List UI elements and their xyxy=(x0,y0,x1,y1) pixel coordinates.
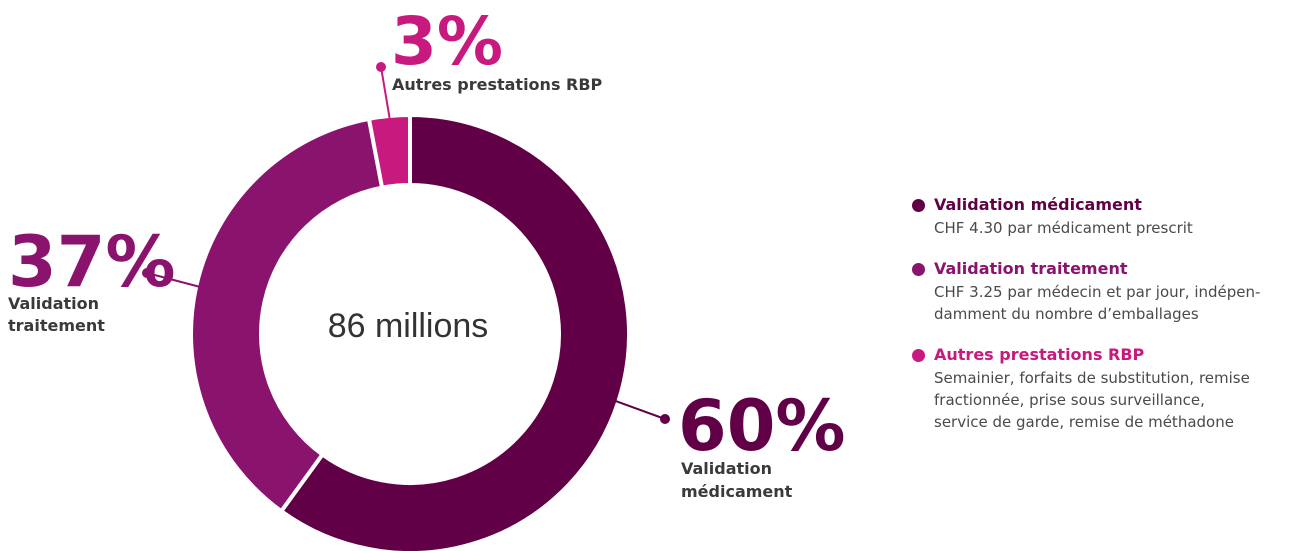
legend: Validation médicament CHF 4.30 par médic… xyxy=(912,193,1312,451)
slice-validation-traitement xyxy=(189,116,385,514)
percent-label-medicament: 60% xyxy=(678,385,846,467)
legend-desc-line: fractionnée, prise sous surveillance, xyxy=(934,391,1205,409)
legend-desc-line: damment du nombre d’emballages xyxy=(934,305,1199,323)
legend-desc-line: CHF 3.25 par médecin et par jour, indépe… xyxy=(934,283,1261,301)
leader-line-autres xyxy=(380,66,391,119)
legend-title: Validation traitement xyxy=(934,259,1128,278)
category-label-medicament: Validation xyxy=(681,459,772,478)
center-label: 86 millions xyxy=(328,307,489,345)
legend-item-validation-traitement: Validation traitement CHF 3.25 par médec… xyxy=(912,257,1312,325)
category-label-traitement-line2: traitement xyxy=(8,316,105,335)
leader-dot-traitement xyxy=(142,268,152,278)
donut-slices xyxy=(189,112,631,551)
category-label-medicament-line2: médicament xyxy=(681,482,793,501)
legend-desc-line: CHF 4.30 par médicament prescrit xyxy=(934,219,1193,237)
percent-label-traitement: 37% xyxy=(8,221,176,303)
slice-autres-prestations xyxy=(366,112,412,190)
slice-validation-medicament xyxy=(278,112,631,551)
legend-item-autres-prestations: Autres prestations RBP Semainier, forfai… xyxy=(912,343,1312,433)
leader-dot-medicament xyxy=(660,414,670,424)
leader-line-traitement xyxy=(146,272,205,289)
donut-chart: 86 millions 60%Validationmédicament37%Va… xyxy=(8,3,846,551)
legend-title: Validation médicament xyxy=(934,195,1142,214)
slice-labels: 60%Validationmédicament37%Validationtrai… xyxy=(8,3,846,501)
leader-dot-autres xyxy=(376,62,386,72)
category-label-autres: Autres prestations RBP xyxy=(392,75,603,94)
percent-label-autres: 3% xyxy=(391,3,503,80)
legend-desc-line: service de garde, remise de méthadone xyxy=(934,413,1234,431)
legend-title: Autres prestations RBP xyxy=(934,345,1145,364)
legend-dot xyxy=(912,199,925,212)
legend-dot xyxy=(912,349,925,362)
legend-dot xyxy=(912,263,925,276)
leader-line-medicament xyxy=(610,398,666,420)
legend-item-validation-medicament: Validation médicament CHF 4.30 par médic… xyxy=(912,193,1312,239)
category-label-traitement: Validation xyxy=(8,294,99,313)
legend-desc-line: Semainier, forfaits de substitution, rem… xyxy=(934,369,1250,387)
